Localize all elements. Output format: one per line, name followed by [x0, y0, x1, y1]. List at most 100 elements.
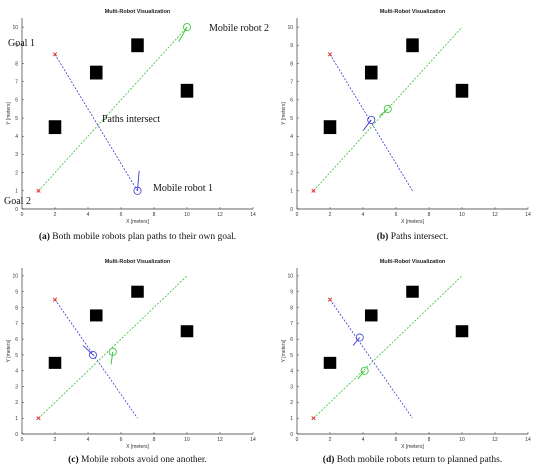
planned-path-2: [313, 26, 463, 192]
obstacle: [131, 38, 144, 53]
robot-heading-2: [379, 108, 389, 117]
paths-intersect-label: Paths intersect: [102, 114, 161, 125]
y-axis-label: Y [meters]: [6, 339, 12, 362]
chart-title: Multi-Robot Visualization: [105, 259, 171, 265]
y-tick-label: 6: [15, 98, 18, 104]
x-tick-label: 6: [395, 437, 398, 443]
x-tick-label: 10: [459, 437, 465, 443]
x-tick-label: 14: [525, 437, 531, 443]
y-tick-label: 3: [290, 384, 293, 390]
caption-d: (d) Both mobile robots return to planned…: [275, 455, 550, 465]
y-tick-label: 6: [15, 337, 18, 343]
obstacle: [364, 65, 378, 80]
obstacle: [131, 285, 144, 298]
y-tick-label: 7: [290, 79, 293, 85]
x-axis-label: X [meters]: [401, 444, 424, 450]
caption-a: (a) Both mobile robots plan paths to the…: [0, 232, 275, 242]
x-tick-label: 8: [428, 437, 431, 443]
goal-marker-1: [327, 52, 333, 57]
panel-c: Multi-Robot Visualization 0 2 4 6 8 10 12 14 0 1 2 3…: [0, 250, 275, 472]
caption-b-text: Paths intersect.: [388, 232, 449, 242]
goal-1-label: Goal 1: [8, 38, 35, 49]
y-tick-label: 8: [290, 61, 293, 67]
obstacle: [89, 309, 103, 322]
y-tick-label: 0: [290, 432, 293, 438]
panel-b: Multi-Robot Visualization 0 2 4 6 8 10 12 14 0 1 2 3…: [275, 0, 550, 250]
obstacle: [48, 356, 62, 369]
x-tick-label: 10: [459, 212, 465, 218]
y-tick-label: 0: [15, 207, 18, 213]
robot-1: [88, 350, 97, 359]
planned-path-1: [54, 299, 138, 419]
caption-a-label: (a): [38, 232, 50, 242]
y-tick-label: 6: [290, 98, 293, 104]
y-tick-label: 4: [15, 134, 18, 140]
obstacle: [323, 356, 337, 369]
y-tick-label: 10: [287, 25, 293, 31]
y-tick-label: 8: [290, 305, 293, 311]
obstacle: [180, 325, 194, 338]
x-tick-label: 6: [120, 212, 123, 218]
y-tick-label: 1: [290, 189, 293, 195]
planned-path-1: [329, 299, 413, 419]
robot-heading-1: [352, 337, 361, 346]
goal-marker-2: [311, 188, 316, 193]
y-tick-label: 7: [290, 321, 293, 327]
panel-d: Multi-Robot Visualization 0 2 4 6 8 10 12 14 0 1 2 3…: [275, 250, 550, 472]
x-tick-label: 8: [153, 437, 156, 443]
planned-path-2: [38, 275, 188, 419]
x-tick-label: 6: [395, 212, 398, 218]
x-tick-label: 4: [87, 212, 90, 218]
planned-path-2: [38, 26, 188, 192]
y-axis-label: Y [meters]: [281, 339, 287, 362]
x-tick-label: 4: [87, 437, 90, 443]
obstacle: [364, 309, 378, 322]
y-axis-label: Y [meters]: [6, 102, 12, 125]
caption-b-label: (b): [376, 232, 389, 242]
y-tick-label: 7: [15, 79, 18, 85]
obstacle: [89, 65, 103, 80]
x-tick-label: 12: [492, 212, 498, 218]
y-tick-label: 3: [15, 384, 18, 390]
goal-marker-2: [36, 188, 41, 193]
x-tick-label: 12: [492, 437, 498, 443]
x-tick-label: 10: [184, 437, 190, 443]
robot-heading-2: [110, 351, 114, 365]
obstacle: [406, 285, 419, 298]
x-tick-label: 14: [250, 212, 256, 218]
y-tick-label: 1: [290, 416, 293, 422]
obstacle: [48, 120, 62, 135]
y-tick-label: 4: [290, 134, 293, 140]
y-tick-label: 5: [290, 353, 293, 359]
caption-b: (b) Paths intersect.: [275, 232, 550, 242]
chart-title: Multi-Robot Visualization: [105, 9, 171, 15]
caption-c: (c) Mobile robots avoid one another.: [0, 455, 275, 465]
x-tick-label: 12: [217, 212, 223, 218]
y-tick-label: 10: [12, 274, 18, 280]
y-tick-label: 0: [290, 207, 293, 213]
x-tick-label: 12: [217, 437, 223, 443]
planned-path-2: [313, 275, 463, 419]
robot-1: [355, 333, 364, 342]
y-tick-label: 0: [15, 432, 18, 438]
x-tick-label: 2: [329, 212, 332, 218]
goal-marker-1: [52, 297, 58, 302]
obstacle: [455, 325, 469, 338]
panel-a: Multi-Robot Visualization 0 2 4 6 8 10 12 14 0 1 2 3…: [0, 0, 275, 250]
robot-2: [383, 104, 392, 113]
obstacle: [406, 38, 419, 53]
x-tick-label: 2: [54, 212, 57, 218]
obstacle: [180, 83, 194, 98]
y-tick-label: 5: [290, 116, 293, 122]
y-tick-label: 9: [290, 43, 293, 49]
goal-marker-1: [327, 297, 333, 302]
x-tick-label: 0: [21, 437, 24, 443]
caption-a-text: Both mobile robots plan paths to their o…: [49, 232, 237, 242]
chart-title: Multi-Robot Visualization: [380, 259, 446, 265]
y-tick-label: 2: [290, 170, 293, 176]
x-axis-label: X [meters]: [126, 444, 149, 450]
robot-heading-2: [357, 370, 365, 379]
robot-heading-2: [178, 26, 188, 42]
robot-heading-1: [137, 170, 140, 191]
